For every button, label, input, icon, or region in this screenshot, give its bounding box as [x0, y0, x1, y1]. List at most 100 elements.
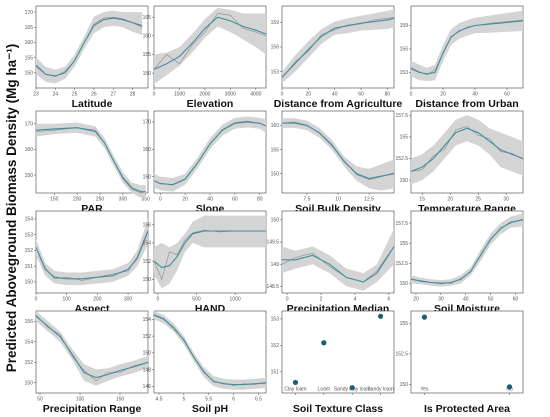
panel-2-xtick-label: 80 [385, 92, 391, 98]
panel-6-ytick-label: 155 [271, 147, 280, 153]
panel-14-point [377, 313, 384, 319]
panel-13-fitted-line [153, 314, 267, 386]
panel-7-ytick-label: 150 [400, 178, 409, 184]
panel-2-xtick-label: 0 [281, 92, 284, 98]
panel-0-xtick-label: 23 [33, 92, 39, 98]
panel-8-confidence-band [36, 218, 148, 286]
panel-10-xtick-label: 2 [320, 297, 323, 303]
panel-15-ytick-label: 155 [400, 321, 409, 327]
panel-0-xtick-label: 25 [72, 92, 78, 98]
panel-0-xtick-label: 24 [53, 92, 59, 98]
panel-10-xtick-label: 4 [354, 297, 357, 303]
panel-3-ytick-label: 156 [400, 47, 409, 53]
panel-8-ytick-label: 153 [25, 232, 34, 238]
panel-12-xtick-label: 50 [37, 397, 43, 403]
panel-13-xtick-label: 6 [232, 397, 235, 403]
panel-11-xtick-label: 60 [513, 297, 519, 303]
panel-3-xtick-label: 0 [410, 92, 413, 98]
panel-4-ytick-label: 150 [25, 173, 34, 179]
panel-8-ytick-label: 150 [25, 280, 34, 286]
panel-9-ytick-label: 154 [143, 241, 152, 247]
panel-8-ytick-label: 151 [25, 264, 34, 270]
panel-15-ytick-label: 150 [400, 382, 409, 388]
panel-10-xtick-label: 6 [388, 297, 391, 303]
panel-7-ytick-label: 157.5 [395, 113, 408, 119]
panel-14-category-label: Clay loam [284, 387, 306, 393]
panel-14-ytick-label: 152 [271, 343, 280, 349]
panel-0-xtick-label: 27 [110, 92, 116, 98]
panel-5-xtick-label: 0 [159, 197, 162, 203]
panel-13-xtick-label: 5.5 [205, 397, 212, 403]
panel-13-xtick-label: 6.5 [255, 397, 262, 403]
panel-2-ytick-label: 156 [271, 45, 280, 51]
panel-9-xtick-label: 500 [192, 297, 201, 303]
panel-14-ytick-label: 151 [271, 370, 280, 376]
panel-6-xtick-label: 10 [335, 197, 341, 203]
panel-10-ytick-label: 149.5 [266, 240, 279, 246]
panel-3-xtick-label: 40 [472, 92, 478, 98]
panel-8-fitted-line [35, 231, 149, 280]
panel-9-ytick-label: 150 [143, 277, 152, 283]
panel-2-confidence-band [282, 9, 394, 84]
panel-15-title: Is Protected Area [424, 403, 510, 415]
panel-10-ytick-label: 148.5 [266, 284, 279, 290]
panel-8-ytick-label: 154 [25, 217, 34, 223]
panel-12-title: Precipitation Range [43, 403, 142, 415]
panel-11-ytick-label: 152.5 [395, 261, 408, 267]
panel-10-fitted-line [282, 246, 395, 283]
panel-7-confidence-band [411, 115, 523, 185]
panel-1-xtick-label: 1000 [174, 92, 185, 98]
panel-3-fitted-line [410, 20, 524, 75]
panel-5-xtick-label: 20 [182, 197, 188, 203]
panel-10-ytick-label: 150 [271, 218, 280, 224]
panel-13-xtick-label: 5 [182, 397, 185, 403]
panel-7-xtick-label: 30 [503, 197, 509, 203]
panel-4-fitted-line [35, 127, 146, 193]
panel-13-ytick-label: 154 [143, 317, 152, 323]
panel-14-category-label: Loam [318, 387, 331, 393]
panel-0-ytick-label: 150 [25, 71, 34, 77]
panel-10-raw-line [281, 246, 395, 283]
panel-13: 146 148 150 152 154 4.5 5 5.5 6 6.5 Soil pH [143, 310, 267, 415]
panel-7-xtick-label: 25 [475, 197, 481, 203]
panel-9-ytick-label: 152 [143, 259, 152, 265]
panel-14-point [349, 385, 355, 391]
panel-0-fitted-line [35, 17, 143, 77]
panel-1-xtick-label: 3000 [225, 92, 236, 98]
panel-3-ytick-label: 159 [400, 23, 409, 29]
panel-8-ytick-label: 152 [25, 248, 34, 254]
panel-15-ytick-label: 152.5 [395, 352, 408, 358]
panel-12-ytick-label: 152 [25, 360, 34, 366]
panel-14-ytick-label: 153 [271, 317, 280, 323]
panel-1: 150 155 160 165 0 1000 2000 3000 4000 Elevation [143, 5, 267, 110]
panel-12-fitted-line [35, 315, 149, 379]
panel-1-ytick-label: 160 [143, 34, 152, 40]
panel-10-xtick-label: 0 [286, 297, 289, 303]
panel-8-xtick-label: 300 [124, 297, 133, 303]
panel-6-xtick-label: 12.5 [364, 197, 374, 203]
panel-3-xtick-label: 20 [440, 92, 446, 98]
panel-14-point [292, 379, 299, 386]
panel-0-xtick-label: 26 [91, 92, 97, 98]
panel-4-xtick-label: 300 [119, 197, 128, 203]
panel-11-xtick-label: 50 [488, 297, 494, 303]
panel-9-ytick-label: 156 [143, 222, 152, 228]
panel-5-ytick-label: 150 [143, 174, 152, 180]
panel-1-ytick-label: 155 [143, 52, 152, 58]
panel-5-xtick-label: 80 [257, 197, 263, 203]
panel-7-xtick-label: 20 [447, 197, 453, 203]
panel-0: 150 155 160 165 170 23 24 25 26 27 28 Latitude [25, 5, 149, 110]
panel-1-xtick-label: 4000 [250, 92, 261, 98]
panel-2-xtick-label: 60 [358, 92, 364, 98]
panel-4-xtick-label: 350 [142, 197, 151, 203]
panel-5-xtick-label: 60 [232, 197, 238, 203]
panel-0-ytick-label: 170 [25, 10, 34, 16]
